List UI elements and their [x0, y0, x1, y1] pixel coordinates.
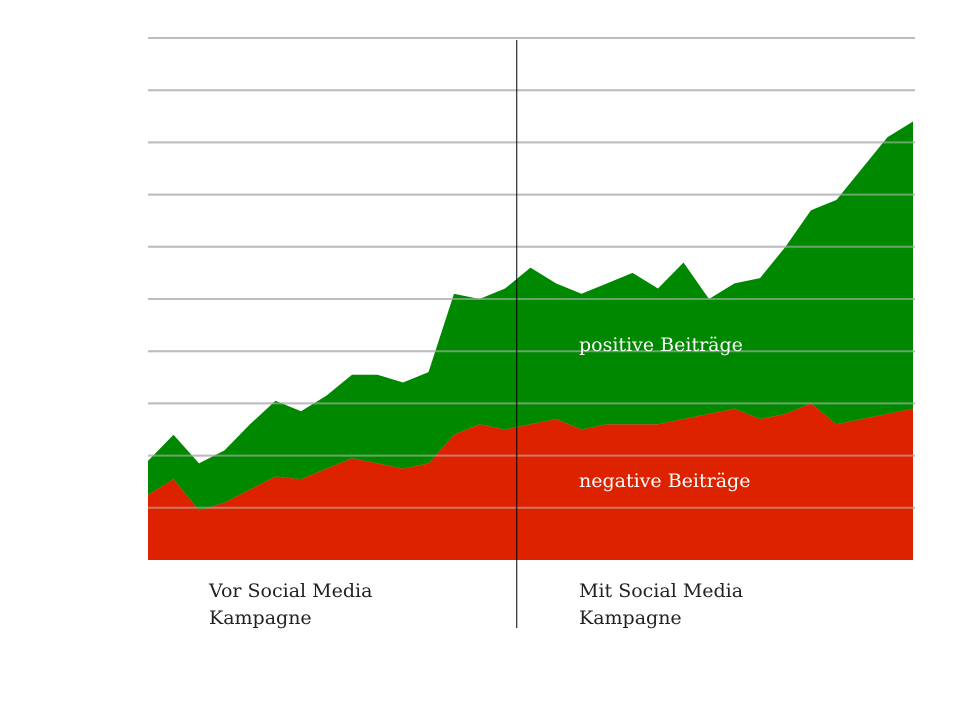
- after-campaign-line2: Kampagne: [579, 607, 682, 629]
- area-series: [148, 121, 913, 560]
- positive-series-label: positive Beiträge: [579, 334, 743, 356]
- after-campaign-line1: Mit Social Media: [579, 580, 744, 602]
- before-campaign-line1: Vor Social Media: [209, 580, 373, 602]
- after-campaign-label: Mit Social Media Kampagne: [579, 578, 743, 632]
- before-campaign-line2: Kampagne: [209, 607, 312, 629]
- negative-series-label: negative Beiträge: [579, 470, 751, 492]
- negative-area: [148, 403, 913, 560]
- positive-area: [148, 121, 913, 511]
- gridlines-overlay: [148, 37, 915, 509]
- before-campaign-label: Vor Social Media Kampagne: [209, 578, 372, 632]
